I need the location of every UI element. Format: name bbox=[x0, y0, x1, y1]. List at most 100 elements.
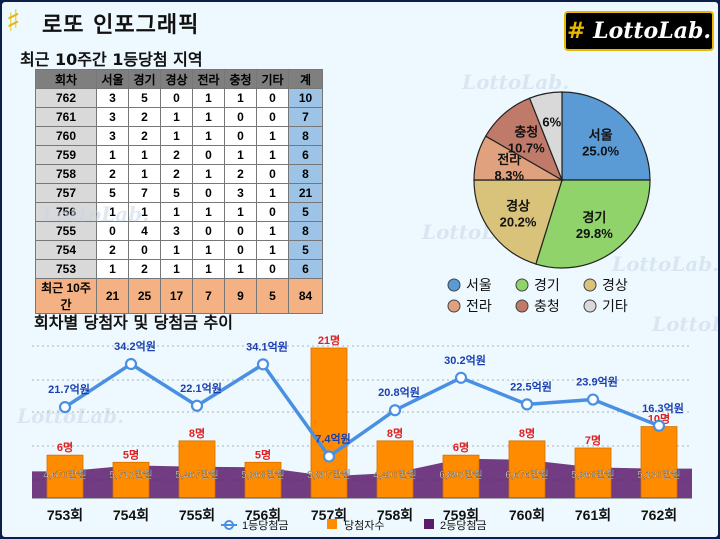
count-cell: 2 bbox=[224, 164, 257, 184]
count-cell: 1 bbox=[224, 202, 257, 222]
pie-slice-value: 25.0% bbox=[582, 143, 619, 158]
pie-slice-value: 29.8% bbox=[576, 226, 613, 241]
round-cell: 761 bbox=[35, 107, 97, 127]
round-cell: 754 bbox=[35, 240, 97, 260]
x-tick-label: 758회 bbox=[377, 507, 413, 523]
table-body: 762 3 5 0 1 1 0 10 761 3 2 1 1 0 0 7 760 3 2 1 1 0 1 8 759 1 1 2 0 1 1… bbox=[35, 88, 323, 314]
legend-label: 충청 bbox=[534, 298, 560, 314]
count-cell: 2 bbox=[96, 240, 129, 260]
first-prize-point bbox=[58, 401, 72, 414]
total-cell: 84 bbox=[288, 278, 323, 314]
count-cell: 1 bbox=[256, 145, 289, 165]
count-cell: 1 bbox=[96, 145, 129, 165]
first-prize-point bbox=[124, 357, 138, 371]
count-cell: 3 bbox=[160, 221, 193, 241]
trend-title: 회차별 당첨자 및 당첨금 추이 bbox=[34, 313, 233, 332]
legend-area-swatch bbox=[424, 519, 434, 529]
count-cell: 1 bbox=[160, 202, 193, 222]
count-cell: 1 bbox=[96, 259, 129, 279]
legend-label: 전라 bbox=[466, 298, 492, 314]
total-cell: 5 bbox=[288, 240, 323, 260]
second-prize-label: 4,400만원 bbox=[373, 469, 416, 481]
total-cell: 5 bbox=[288, 202, 323, 222]
pie-slice-1 bbox=[535, 179, 651, 269]
first-prize-label: 23.9억원 bbox=[576, 375, 618, 389]
table-row: 757 5 7 5 0 3 1 21 bbox=[35, 183, 323, 203]
legend-label: 당첨자수 bbox=[344, 519, 384, 532]
count-cell: 0 bbox=[128, 240, 161, 260]
x-tick-label: 756회 bbox=[245, 507, 281, 523]
round-cell: 759 bbox=[35, 145, 97, 165]
count-cell: 1 bbox=[192, 126, 225, 146]
round-cell: 755 bbox=[35, 221, 97, 241]
count-cell: 0 bbox=[192, 145, 225, 165]
winner-count-bar bbox=[574, 447, 612, 499]
count-cell: 0 bbox=[192, 183, 225, 203]
count-cell: 2 bbox=[96, 164, 129, 184]
column-header: 서울 bbox=[96, 69, 129, 89]
legend-label: 서울 bbox=[466, 277, 492, 293]
winner-count-bar bbox=[46, 454, 84, 499]
winner-count-label: 5명 bbox=[123, 447, 139, 461]
logo-text: LottoLab. bbox=[593, 18, 711, 44]
second-prize-label: 5,130만원 bbox=[637, 469, 680, 481]
winner-count-label: 6명 bbox=[57, 440, 73, 454]
legend-swatch bbox=[583, 299, 597, 313]
count-cell: 1 bbox=[160, 107, 193, 127]
count-cell: 3 bbox=[96, 126, 129, 146]
x-tick-label: 761회 bbox=[575, 507, 611, 523]
legend-label: 기타 bbox=[602, 298, 628, 314]
count-cell: 1 bbox=[224, 259, 257, 279]
second-prize-label: 5,368만원 bbox=[241, 469, 284, 481]
first-prize-label: 22.1억원 bbox=[180, 381, 222, 395]
count-cell: 0 bbox=[256, 259, 289, 279]
pie-slice-2 bbox=[473, 179, 563, 265]
count-cell: 0 bbox=[256, 88, 289, 108]
column-header: 충청 bbox=[224, 69, 257, 89]
first-prize-label: 30.2억원 bbox=[444, 353, 486, 367]
count-cell: 0 bbox=[256, 107, 289, 127]
count-cell: 5 bbox=[96, 183, 129, 203]
logo-hash-icon: # bbox=[566, 18, 586, 44]
table-row: 762 3 5 0 1 1 0 10 bbox=[35, 88, 323, 108]
first-prize-point bbox=[454, 371, 468, 384]
second-prize-label: 5,712만원 bbox=[109, 469, 152, 481]
count-cell: 1 bbox=[192, 88, 225, 108]
count-cell: 5 bbox=[160, 183, 193, 203]
count-cell: 9 bbox=[224, 278, 257, 314]
count-cell: 0 bbox=[256, 202, 289, 222]
x-tick-label: 754회 bbox=[113, 507, 149, 523]
count-cell: 2 bbox=[160, 145, 193, 165]
count-cell: 1 bbox=[256, 221, 289, 241]
winner-count-label: 6명 bbox=[453, 440, 469, 454]
winner-count-bar bbox=[376, 440, 414, 499]
table-header-row: 회차 서울 경기 경상 전라 충청 기타 계 bbox=[35, 69, 323, 89]
count-cell: 1 bbox=[192, 259, 225, 279]
watermark: LottoLab. bbox=[42, 202, 150, 226]
winner-count-label: 7명 bbox=[585, 433, 601, 447]
winner-count-bar bbox=[178, 440, 216, 499]
first-prize-label: 22.5억원 bbox=[510, 379, 552, 393]
column-header: 전라 bbox=[192, 69, 225, 89]
column-header: 계 bbox=[288, 69, 323, 89]
count-cell: 2 bbox=[160, 164, 193, 184]
first-prize-point bbox=[520, 398, 534, 411]
count-cell: 1 bbox=[256, 183, 289, 203]
watermark: LottoLab. bbox=[462, 70, 570, 94]
legend-label: 경상 bbox=[602, 277, 628, 293]
first-prize-label: 34.1억원 bbox=[246, 339, 288, 353]
round-cell: 756 bbox=[35, 202, 97, 222]
legend-label: 1등당첨금 bbox=[242, 519, 289, 532]
x-tick-label: 760회 bbox=[509, 507, 545, 523]
count-cell: 0 bbox=[224, 221, 257, 241]
x-tick-label: 753회 bbox=[47, 507, 83, 523]
total-cell: 7 bbox=[288, 107, 323, 127]
column-header: 기타 bbox=[256, 69, 289, 89]
count-cell: 0 bbox=[224, 240, 257, 260]
total-cell: 21 bbox=[288, 183, 323, 203]
table-title: 최근 10주간 1등당첨 지역 bbox=[20, 50, 203, 69]
winner-count-label: 5명 bbox=[255, 447, 271, 461]
first-prize-label: 34.2억원 bbox=[114, 339, 156, 353]
count-cell: 2 bbox=[128, 259, 161, 279]
total-cell: 10 bbox=[288, 88, 323, 108]
